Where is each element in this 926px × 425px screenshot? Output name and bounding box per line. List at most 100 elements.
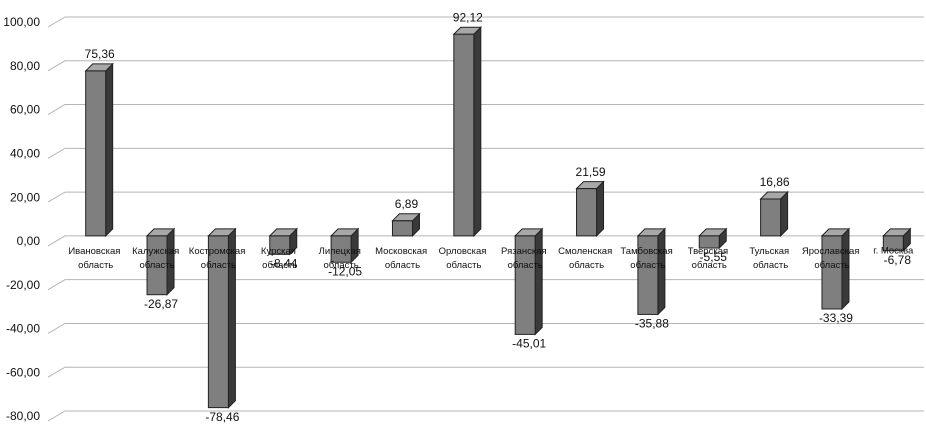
grid-line (47, 235, 924, 247)
bar-front (821, 235, 843, 310)
x-tick-label: Липецкая область (319, 245, 364, 270)
data-label: 75,36 (85, 47, 115, 61)
x-tick-label: Калужская область (132, 245, 182, 270)
label-line: область (753, 259, 788, 270)
label-line: Тверская (688, 245, 731, 256)
bar (882, 227, 912, 252)
x-tick-label: Тверская область (688, 245, 731, 270)
bar-front (330, 235, 352, 263)
data-label: -33,39 (819, 311, 853, 325)
bar (820, 227, 851, 311)
data-label: 6,89 (395, 197, 419, 211)
bar (575, 180, 605, 238)
grid-line (47, 322, 924, 334)
x-tick-label: Московская область (375, 245, 430, 270)
x-tick-label: Смоленская область (558, 245, 615, 270)
label-line: область (324, 259, 359, 270)
bar-front (882, 235, 904, 252)
y-tick-label: -40,00 (6, 322, 40, 336)
x-tick-label: Костромская область (189, 245, 248, 270)
grid-line (47, 410, 924, 422)
grid-line (47, 191, 924, 203)
bar (698, 227, 728, 250)
bar-front (576, 188, 598, 237)
y-tick-label: 80,00 (10, 59, 40, 73)
x-tick-label: Тульская область (749, 245, 792, 270)
bar-front (514, 235, 536, 335)
label-line: область (78, 259, 113, 270)
x-tick-label: Курская область (261, 245, 299, 270)
y-tick-label: -80,00 (6, 409, 40, 423)
grid-line (47, 60, 924, 72)
bar (636, 227, 667, 316)
label-line: Московская (375, 245, 430, 256)
data-label: -6,78 (884, 253, 912, 267)
grid-line (47, 16, 924, 28)
y-tick-label: 60,00 (10, 103, 40, 117)
bar-front (391, 220, 413, 237)
label-line: область (508, 259, 543, 270)
label-line: Костромская (189, 245, 248, 256)
grid-line (47, 147, 924, 159)
bar-front (207, 235, 229, 409)
data-label: -12,05 (328, 264, 362, 278)
bar (329, 227, 360, 264)
bar-side (657, 227, 666, 316)
bar-side (596, 180, 605, 238)
bar (452, 26, 483, 238)
y-tick-label: -60,00 (6, 365, 40, 379)
bar-front (698, 235, 720, 249)
label-line: область (139, 259, 174, 270)
label-line: область (262, 259, 297, 270)
y-tick-label: -20,00 (6, 278, 40, 292)
label-line: область (569, 259, 604, 270)
label-line: Рязанская (501, 245, 549, 256)
bar-side (473, 26, 482, 238)
data-label: 92,12 (453, 10, 483, 24)
label-line: Тульская (749, 245, 792, 256)
bar-front (146, 235, 168, 296)
data-label: -8,44 (270, 257, 298, 271)
grid-line (47, 104, 924, 115)
bar (513, 227, 544, 336)
x-tick-label: Орловская область (439, 245, 489, 270)
y-tick-label: 100,00 (3, 15, 40, 29)
x-tick-label: Ярославская область (802, 245, 862, 270)
bar-side (105, 62, 114, 238)
bar (268, 227, 298, 256)
x-tick-label: г. Москва (873, 245, 914, 256)
label-line: Калужская (132, 245, 182, 256)
grid-line (47, 279, 924, 291)
label-line: область (385, 259, 420, 270)
bar (391, 212, 421, 238)
bar-front (760, 198, 782, 237)
y-tick-label: 40,00 (10, 147, 40, 161)
label-line: Ярославская (802, 245, 862, 256)
label-line: Ивановская (68, 245, 123, 256)
x-tick-label: Рязанская область (501, 245, 549, 270)
x-tick-label: Тамбовская область (620, 245, 675, 270)
label-line: область (630, 259, 665, 270)
bar (84, 62, 114, 238)
label-line: Тамбовская (620, 245, 675, 256)
label-line: Орловская (439, 245, 489, 256)
bar-front (453, 33, 475, 237)
label-line: Смоленская (558, 245, 615, 256)
label-line: область (692, 259, 727, 270)
bar-front (85, 70, 107, 237)
bar (145, 227, 176, 296)
label-line: Липецкая (319, 245, 364, 256)
x-tick-label: Ивановская область (68, 245, 123, 270)
data-label: -78,46 (205, 410, 239, 424)
grid-line (47, 366, 924, 378)
y-tick-label: 0,00 (17, 234, 41, 248)
bar (207, 227, 237, 409)
data-label: 21,59 (576, 165, 606, 179)
bar-front (269, 235, 291, 255)
y-tick-label: 20,00 (10, 190, 40, 204)
label-line: область (201, 259, 236, 270)
data-label: -45,01 (512, 337, 546, 351)
label-line: область (814, 259, 849, 270)
bar (759, 190, 789, 238)
